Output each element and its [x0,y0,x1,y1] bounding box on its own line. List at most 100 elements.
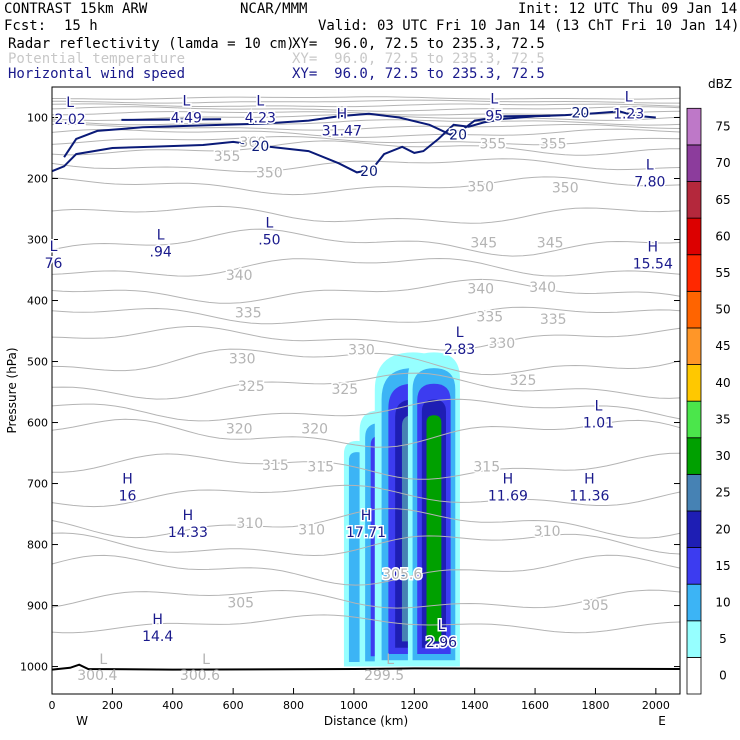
theta-label-24: 315 [262,458,289,474]
y-tick-label-500: 500 [27,356,48,369]
reflectivity-cell-4-level-30 [426,415,442,642]
theta-label-5: 350 [256,165,283,181]
wind-extremum-value-4: 31.47 [322,124,362,140]
wind-extremum-type-9: L [157,228,165,244]
theta-contour-68 [52,96,681,100]
wind-extremum-value-18: 17.71 [346,525,386,541]
y-tick-label-300: 300 [27,234,48,247]
colorbar-swatch-40 [686,364,702,402]
y-tick-label-700: 700 [27,478,48,491]
x-tick-label-2000: 2000 [642,699,670,712]
theta-label-13: 335 [235,306,262,322]
colorbar-swatch-55 [686,254,702,292]
colorbar-swatch-25 [686,473,702,512]
wind-extremum-value-3: 4.23 [245,110,276,126]
wind-extremum-type-18: H [361,508,372,524]
wind-20-contour-1 [51,110,656,174]
colorbar-label-35: 35 [715,412,730,426]
wind-extremum-value-19: 14.4 [142,629,173,645]
colorbar-label-65: 65 [715,193,730,207]
surface-line [51,663,681,671]
wind-extremum-type-17: H [183,508,194,524]
colorbar-label-50: 50 [715,303,730,317]
wind-extremum-value-7: 7.80 [634,174,665,190]
model-title: CONTRAST 15km ARW [4,1,148,17]
theta-contour-138 [51,135,681,146]
theta-contour-890 [51,589,681,609]
theta-label-2: 355 [214,149,241,165]
x-tick-label-600: 600 [223,699,244,712]
x-end-label-w: W [76,714,88,728]
wind-extremum-type-13: L [595,398,603,414]
colorbar-swatch-50 [686,290,702,329]
theta-contour-425 [51,306,681,325]
theta-label-10: 340 [226,268,253,284]
field3-xy: XY= 96.0, 72.5 to 235.3, 72.5 [292,66,545,82]
y-tick-label-800: 800 [27,539,48,552]
theta-contour-765 [51,507,681,539]
field2-xy: XY= 96.0, 72.5 to 235.3, 72.5 [292,51,545,67]
wind-extremum-value-15: 11.69 [488,489,528,505]
wind-extremum-value-17: 14.33 [168,525,208,541]
theta-label-26: 315 [473,459,500,475]
reflectivity-layer [343,352,460,667]
colorbar-swatch-15 [686,547,702,585]
theta-contour-80 [51,103,681,108]
theta-label-9: 345 [537,236,564,252]
colorbar-swatch-20 [686,510,702,548]
y-tick-label-1000: 1000 [20,661,48,674]
y-axis-label: Pressure (hPa) [5,347,19,433]
colorbar-label-10: 10 [715,595,730,609]
wind-extremum-type-14: H [122,472,133,488]
theta-extremum-value-1: 300.4 [77,668,117,684]
theta-label-12: 340 [529,280,556,296]
wind-extremum-type-19: H [152,612,163,628]
theta-label-19: 325 [238,379,265,395]
theta-extremum-type-3: L [386,652,394,668]
wind-label-3: 20 [449,128,467,144]
field1-xy: XY= 96.0, 72.5 to 235.3, 72.5 [292,36,545,52]
theta-label-1: 360 [239,135,266,151]
wind-extremum-value-16: 11.36 [569,489,609,505]
theta-label-20: 325 [331,382,358,398]
theta-label-8: 345 [470,236,497,252]
wind-extremum-type-4: H [337,107,348,123]
colorbar-label-25: 25 [715,486,730,500]
wind-20-contour-3 [121,118,222,121]
theta-label-18: 330 [488,336,515,352]
x-tick-label-1000: 1000 [340,699,368,712]
colorbar-swatch-30 [686,437,702,475]
wind-extremum-type-11: H [648,240,659,256]
theta-contour-150 [51,140,681,156]
wind-contours [51,110,656,174]
colorbar-swatch-65 [686,181,702,219]
wind-extremum-type-20: L [438,618,446,634]
theta-label-17: 330 [348,342,375,358]
wind-extremum-value-8: .50 [258,232,280,248]
theta-label-21: 325 [510,373,537,389]
theta-extremum-type-2: L [202,652,210,668]
y-tick-label-100: 100 [27,112,48,125]
valid-time: Valid: 03 UTC Fri 10 Jan 14 (13 ChT Fri … [318,18,740,34]
wind-extremum-type-10: L [50,239,58,255]
theta-contour-108 [51,119,681,126]
x-tick-label-800: 800 [283,699,304,712]
fcst-value: 15 h [64,18,98,34]
theta-label-31: 305.6 [382,567,422,583]
wind-label-4: 20 [571,106,589,122]
theta-contour-618 [51,418,681,448]
colorbar-label-0: 0 [719,669,727,683]
colorbar-label-15: 15 [715,559,730,573]
colorbar-unit: dBZ [708,77,732,91]
theta-contour-842 [51,554,681,586]
theta-label-30: 305 [227,595,254,611]
theta-contour-126 [51,128,681,138]
field2-name: Potential temperature [8,51,186,67]
wind-extremum-value-2: 4.49 [171,110,202,126]
wind-extremum-value-5: 95 [485,108,503,124]
theta-extremum-value-3: 299.5 [364,668,404,684]
wind-extremum-type-8: L [265,215,273,231]
wind-extremum-value-12: 2.83 [444,342,475,358]
theta-label-15: 335 [540,312,567,328]
